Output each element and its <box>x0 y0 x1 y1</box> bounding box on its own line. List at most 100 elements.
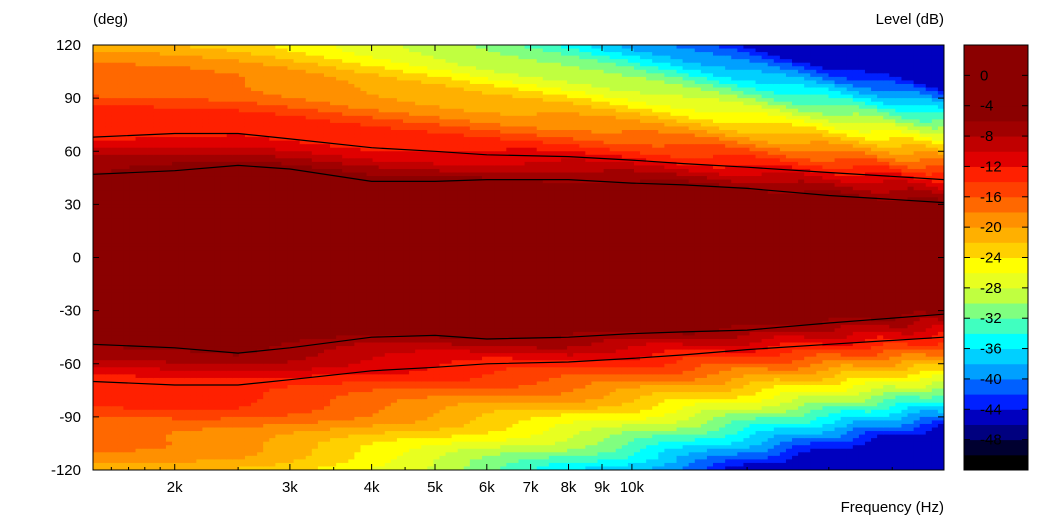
heatmap-cell <box>105 197 112 202</box>
heatmap-cell <box>147 45 155 50</box>
heatmap-cell <box>287 462 295 468</box>
heatmap-cell <box>220 83 228 89</box>
heatmap-cell <box>336 101 343 106</box>
heatmap-cell <box>317 243 325 248</box>
heatmap-cell <box>208 122 216 128</box>
heatmap-cell <box>293 264 301 269</box>
heatmap-cell <box>93 275 100 280</box>
heatmap-cell <box>311 130 319 135</box>
heatmap-cell <box>165 250 173 255</box>
heatmap-cell <box>190 307 197 312</box>
heatmap-cell <box>232 186 240 191</box>
heatmap-cell <box>159 122 167 128</box>
heatmap-cell <box>305 52 313 57</box>
heatmap-cell <box>257 91 264 96</box>
heatmap-cell <box>226 151 234 156</box>
heatmap-cell <box>305 342 313 347</box>
heatmap-cell <box>135 342 143 347</box>
heatmap-cell <box>159 45 167 50</box>
heatmap-cell <box>178 80 185 85</box>
heatmap-cell <box>178 140 185 145</box>
heatmap-cell <box>165 314 173 319</box>
heatmap-cell <box>269 285 276 290</box>
heatmap-cell <box>336 399 343 404</box>
heatmap-cell <box>220 52 228 57</box>
heatmap-cell <box>184 115 191 120</box>
heatmap-cell <box>257 423 264 429</box>
heatmap-cell <box>275 126 283 131</box>
heatmap-cell <box>196 190 204 195</box>
heatmap-cell <box>238 140 246 145</box>
heatmap-cell <box>123 434 131 439</box>
heatmap-cell <box>257 324 264 329</box>
heatmap-cell <box>202 324 210 329</box>
heatmap-cell <box>257 172 264 177</box>
heatmap-cell <box>202 466 210 470</box>
heatmap-cell <box>244 211 252 216</box>
heatmap-cell <box>311 197 319 202</box>
heatmap-cell <box>269 349 276 354</box>
heatmap-cell <box>317 200 325 205</box>
heatmap-cell <box>117 356 124 361</box>
heatmap-cell <box>141 62 149 67</box>
heatmap-cell <box>153 413 161 418</box>
heatmap-cell <box>263 455 270 460</box>
heatmap-cell <box>172 278 179 283</box>
heatmap-cell <box>336 165 343 170</box>
heatmap-cell <box>184 232 191 237</box>
heatmap-cell <box>287 108 295 113</box>
heatmap-cell <box>196 158 204 163</box>
heatmap-cell <box>172 423 179 429</box>
heatmap-cell <box>232 275 240 280</box>
heatmap-cell <box>244 324 252 329</box>
heatmap-cell <box>117 151 124 156</box>
heatmap-cell <box>214 448 222 453</box>
heatmap-cell <box>117 186 124 191</box>
heatmap-cell <box>202 215 210 220</box>
heatmap-cell <box>238 466 246 470</box>
heatmap-cell <box>311 409 319 414</box>
heatmap-cell <box>336 324 343 329</box>
heatmap-cell <box>159 165 167 170</box>
heatmap-cell <box>153 416 161 422</box>
heatmap-cell <box>330 229 337 234</box>
heatmap-cell <box>172 335 179 340</box>
heatmap-cell <box>275 190 283 195</box>
heatmap-cell <box>111 183 118 188</box>
heatmap-cell <box>232 346 240 351</box>
heatmap-cell <box>342 91 349 96</box>
heatmap-cell <box>275 392 283 397</box>
heatmap-cell <box>202 338 210 344</box>
heatmap-cell <box>99 236 106 241</box>
heatmap-cell <box>165 374 173 379</box>
heatmap-cell <box>287 236 295 241</box>
heatmap-cell <box>269 130 276 135</box>
heatmap-cell <box>129 374 137 379</box>
heatmap-cell <box>305 300 313 305</box>
heatmap-cell <box>159 349 167 354</box>
heatmap-cell <box>281 147 289 152</box>
heatmap-cell <box>238 268 246 273</box>
heatmap-cell <box>172 360 179 365</box>
heatmap-cell <box>311 211 319 216</box>
heatmap-cell <box>190 346 197 351</box>
heatmap-cell <box>323 253 331 259</box>
heatmap-cell <box>232 317 240 322</box>
heatmap-cell <box>336 409 343 414</box>
heatmap-cell <box>293 239 301 244</box>
heatmap-cell <box>305 395 313 400</box>
heatmap-cell <box>323 105 331 110</box>
heatmap-cell <box>311 140 319 145</box>
heatmap-cell <box>196 211 204 216</box>
heatmap-cell <box>117 331 124 337</box>
heatmap-cell <box>317 239 325 244</box>
heatmap-cell <box>165 253 173 259</box>
heatmap-cell <box>336 413 343 418</box>
heatmap-cell <box>311 427 319 432</box>
heatmap-cell <box>275 133 283 138</box>
heatmap-cell <box>93 459 100 464</box>
heatmap-cell <box>172 300 179 305</box>
heatmap-cell <box>293 232 301 237</box>
heatmap-cell <box>111 48 118 53</box>
heatmap-cell <box>281 427 289 432</box>
